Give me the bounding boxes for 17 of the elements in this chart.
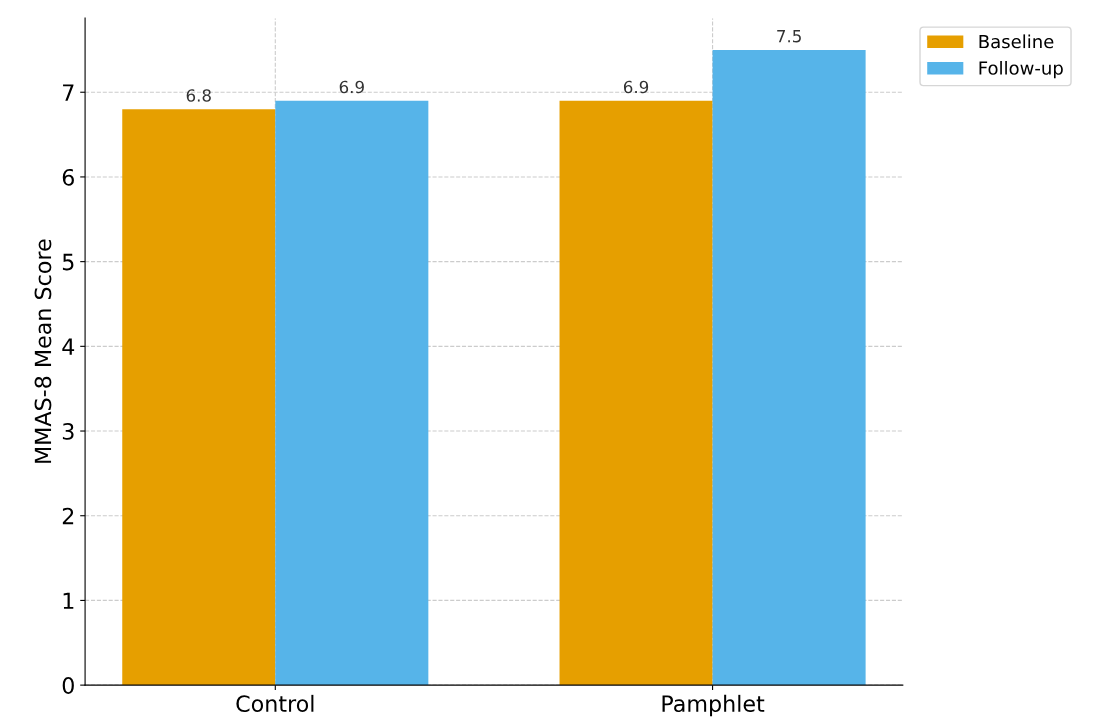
y-tick-label: 5 — [62, 253, 74, 271]
y-tick-label: 6 — [62, 168, 74, 186]
x-tick-label: Control — [236, 694, 314, 713]
y-tick-label: 0 — [62, 677, 74, 694]
y-tick-label: 1 — [63, 592, 74, 609]
data-label: 6.9 — [339, 80, 364, 94]
legend-label: Baseline — [979, 34, 1054, 49]
data-label: 7.5 — [777, 30, 801, 43]
legend-label: Follow-up — [979, 60, 1063, 79]
y-tick-label: 3 — [62, 422, 74, 440]
data-label: 6.9 — [623, 80, 649, 94]
y-tick-label: 2 — [62, 507, 74, 525]
y-tick-label: 4 — [62, 338, 75, 355]
y-axis-title: MMAS-8 Mean Score — [34, 239, 52, 463]
data-label: 6.8 — [186, 89, 211, 102]
x-tick-label: Pamphlet — [662, 694, 765, 717]
y-tick-label: 7 — [63, 84, 74, 101]
